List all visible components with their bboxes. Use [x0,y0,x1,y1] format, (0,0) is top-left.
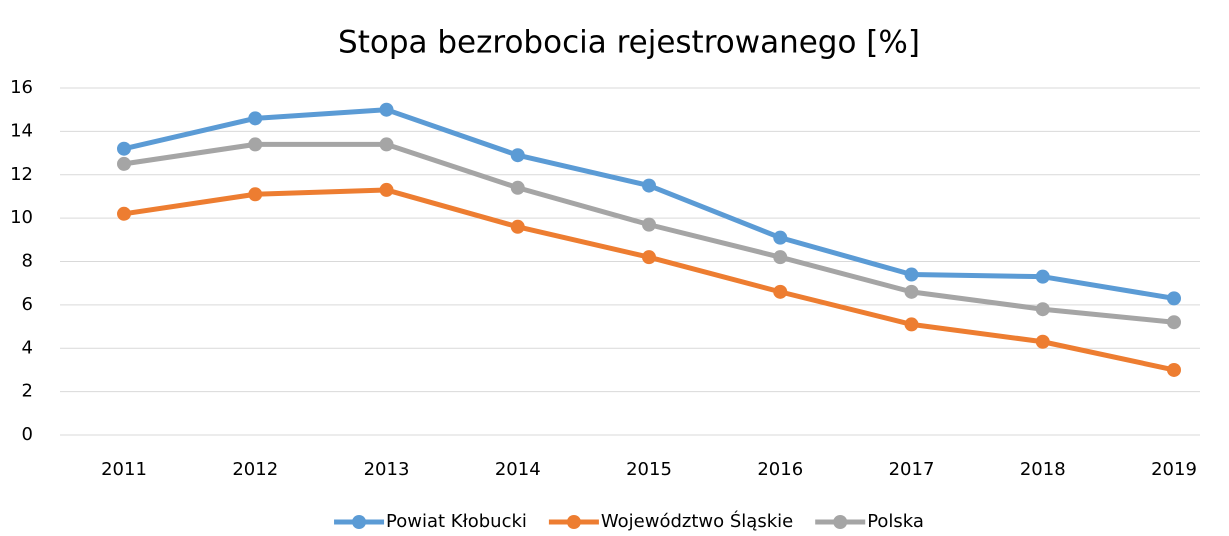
legend-marker [833,515,848,529]
point [117,206,131,221]
point [1035,334,1050,349]
point [510,180,525,195]
point [379,137,394,152]
point [773,250,788,265]
point [1167,362,1181,377]
series-line [121,107,1177,301]
x-tick-label: 2011 [101,459,147,480]
x-tick-label: 2013 [364,459,410,480]
point [642,250,656,265]
legend-label: Polska [867,511,924,532]
y-tick-label: 14 [10,120,33,141]
series-line [121,187,1177,373]
point [904,284,919,299]
y-tick-label: 8 [22,251,33,272]
x-tick-label: 2018 [1020,459,1066,480]
legend-item: Województwo Śląskie [548,510,793,532]
point [117,156,131,171]
legend-item: Powiat Kłobucki [334,511,527,532]
y-tick-label: 6 [22,294,33,315]
y-tick-label: 2 [22,381,33,402]
point [248,111,263,126]
point [642,178,656,193]
legend-marker [566,515,581,529]
x-tick-label: 2012 [232,459,278,480]
series-line [121,141,1177,325]
x-tick-label: 2015 [626,459,672,480]
point [1035,302,1050,317]
x-tick-label: 2014 [495,459,541,480]
x-tick-label: 2019 [1151,459,1197,480]
legend-marker [352,515,367,529]
chart-title: Stopa bezrobocia rejestrowanego [%] [338,25,920,61]
point [1035,269,1050,284]
y-tick-label: 10 [10,207,33,228]
legend-label: Województwo Śląskie [601,510,793,532]
x-tick-label: 2016 [757,459,803,480]
y-tick-label: 4 [22,337,33,358]
legend-label: Powiat Kłobucki [386,511,527,532]
point [773,284,788,299]
y-tick-label: 0 [22,424,33,445]
point [248,137,263,152]
point [1167,315,1181,330]
y-tick-label: 16 [10,77,33,98]
point [379,182,394,197]
point [1167,291,1181,306]
point [510,219,525,234]
point [904,317,919,332]
y-tick-label: 12 [10,164,33,185]
point [379,102,394,117]
point [117,141,131,156]
legend-item: Polska [815,511,924,532]
point [510,148,525,163]
point [904,267,919,282]
point [248,187,263,202]
point [773,230,788,245]
point [642,217,656,232]
x-tick-label: 2017 [889,459,935,480]
